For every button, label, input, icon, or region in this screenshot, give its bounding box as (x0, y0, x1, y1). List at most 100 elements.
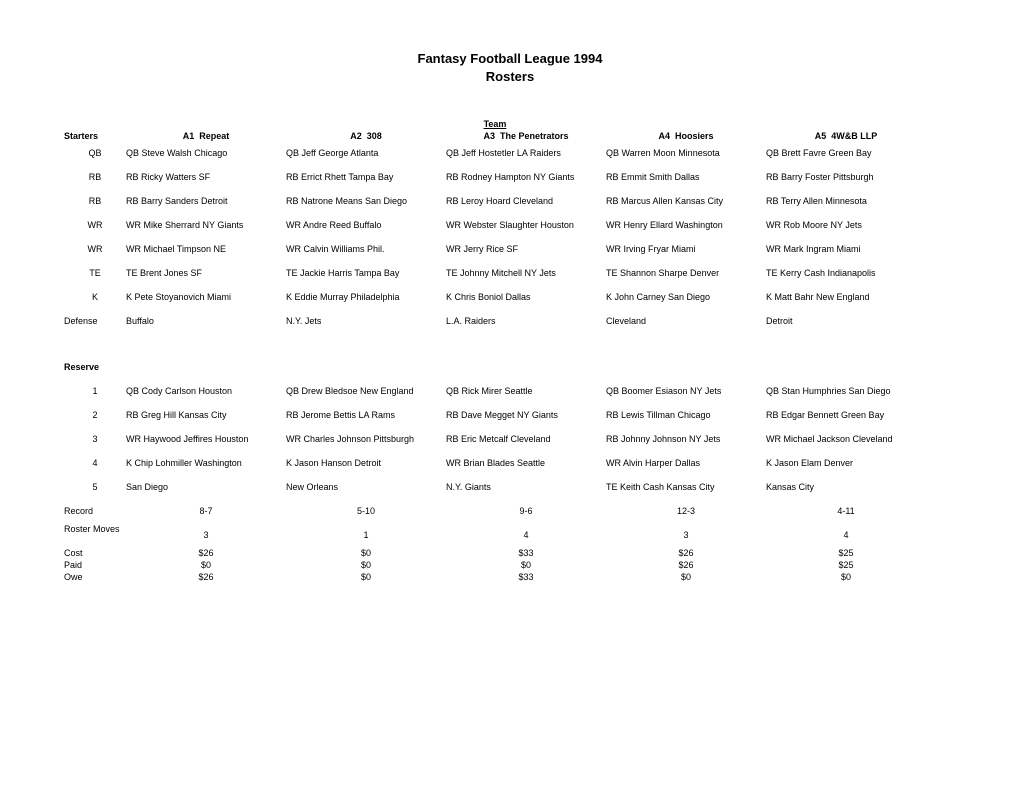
team-header-4: A4 Hoosiers (606, 131, 766, 141)
money-cell: $0 (606, 571, 766, 583)
summary-cell: 8-7 (126, 499, 286, 523)
reserve-position: 3 (64, 427, 126, 451)
title-line-2: Rosters (64, 68, 956, 86)
starter-cell: QB Steve Walsh Chicago (126, 141, 286, 165)
money-cell: $26 (606, 547, 766, 559)
starter-cell: RB Natrone Means San Diego (286, 189, 446, 213)
money-cell: $26 (126, 547, 286, 559)
summary-label: Record (64, 499, 126, 523)
starters-label: Starters (64, 131, 126, 141)
money-cell: $26 (126, 571, 286, 583)
reserve-cell: WR Michael Jackson Cleveland (766, 427, 926, 451)
starter-cell: K John Carney San Diego (606, 285, 766, 309)
starter-cell: RB Leroy Hoard Cleveland (446, 189, 606, 213)
summary-cell: 4 (446, 523, 606, 547)
reserve-cell: RB Dave Megget NY Giants (446, 403, 606, 427)
starter-cell: WR Mike Sherrard NY Giants (126, 213, 286, 237)
starter-cell: K Matt Bahr New England (766, 285, 926, 309)
starter-cell: Buffalo (126, 309, 286, 333)
starter-cell: RB Barry Foster Pittsburgh (766, 165, 926, 189)
starter-cell: WR Irving Fryar Miami (606, 237, 766, 261)
reserve-cell: N.Y. Giants (446, 475, 606, 499)
starter-cell: WR Mark Ingram Miami (766, 237, 926, 261)
starter-cell: L.A. Raiders (446, 309, 606, 333)
starter-position: Defense (64, 309, 126, 333)
money-label: Owe (64, 571, 126, 583)
spacer-1 (64, 333, 926, 355)
starter-cell: TE Brent Jones SF (126, 261, 286, 285)
money-cell: $25 (766, 559, 926, 571)
summary-cell: 5-10 (286, 499, 446, 523)
reserve-cell: QB Drew Bledsoe New England (286, 379, 446, 403)
reserve-label: Reserve (64, 355, 126, 379)
reserve-cell: RB Greg Hill Kansas City (126, 403, 286, 427)
team-header-2: A2 308 (286, 131, 446, 141)
reserve-cell: New Orleans (286, 475, 446, 499)
document-page: Fantasy Football League 1994 Rosters Tea… (0, 0, 1020, 613)
team-header-5: A5 4W&B LLP (766, 131, 926, 141)
reserve-position: 4 (64, 451, 126, 475)
reserve-cell: RB Lewis Tillman Chicago (606, 403, 766, 427)
starter-cell: TE Johnny Mitchell NY Jets (446, 261, 606, 285)
starter-cell: QB Jeff George Atlanta (286, 141, 446, 165)
starter-position: RB (64, 165, 126, 189)
starter-position: QB (64, 141, 126, 165)
starter-cell: N.Y. Jets (286, 309, 446, 333)
starter-cell: RB Rodney Hampton NY Giants (446, 165, 606, 189)
title-line-1: Fantasy Football League 1994 (64, 50, 956, 68)
team-header-3: A3 The Penetrators (446, 131, 606, 141)
starter-cell: QB Jeff Hostetler LA Raiders (446, 141, 606, 165)
team-header: Team (64, 119, 926, 131)
summary-cell: 3 (126, 523, 286, 547)
starter-cell: QB Brett Favre Green Bay (766, 141, 926, 165)
reserve-cell: San Diego (126, 475, 286, 499)
reserve-cell: K Jason Elam Denver (766, 451, 926, 475)
starter-cell: WR Webster Slaughter Houston (446, 213, 606, 237)
starter-cell: K Chris Boniol Dallas (446, 285, 606, 309)
starter-cell: K Pete Stoyanovich Miami (126, 285, 286, 309)
summary-cell: 3 (606, 523, 766, 547)
starter-cell: QB Warren Moon Minnesota (606, 141, 766, 165)
starter-cell: TE Kerry Cash Indianapolis (766, 261, 926, 285)
reserve-cell: Kansas City (766, 475, 926, 499)
reserve-cell: RB Jerome Bettis LA Rams (286, 403, 446, 427)
starter-cell: WR Rob Moore NY Jets (766, 213, 926, 237)
summary-cell: 4-11 (766, 499, 926, 523)
reserve-cell: WR Alvin Harper Dallas (606, 451, 766, 475)
reserve-cell: QB Rick Mirer Seattle (446, 379, 606, 403)
reserve-position: 2 (64, 403, 126, 427)
starter-position: TE (64, 261, 126, 285)
starter-cell: RB Ricky Watters SF (126, 165, 286, 189)
starter-cell: WR Michael Timpson NE (126, 237, 286, 261)
reserve-cell: QB Cody Carlson Houston (126, 379, 286, 403)
reserve-cell: QB Boomer Esiason NY Jets (606, 379, 766, 403)
starter-cell: Cleveland (606, 309, 766, 333)
summary-cell: 12-3 (606, 499, 766, 523)
reserve-cell: RB Eric Metcalf Cleveland (446, 427, 606, 451)
reserve-cell: QB Stan Humphries San Diego (766, 379, 926, 403)
money-cell: $0 (766, 571, 926, 583)
reserve-cell: K Jason Hanson Detroit (286, 451, 446, 475)
team-header-1: A1 Repeat (126, 131, 286, 141)
starter-position: K (64, 285, 126, 309)
starter-position: WR (64, 237, 126, 261)
starter-cell: RB Barry Sanders Detroit (126, 189, 286, 213)
money-cell: $33 (446, 547, 606, 559)
money-cell: $0 (286, 559, 446, 571)
summary-cell: 1 (286, 523, 446, 547)
starter-cell: Detroit (766, 309, 926, 333)
starter-cell: K Eddie Murray Philadelphia (286, 285, 446, 309)
money-cell: $33 (446, 571, 606, 583)
starter-cell: RB Emmit Smith Dallas (606, 165, 766, 189)
reserve-cell: RB Johnny Johnson NY Jets (606, 427, 766, 451)
reserve-cell: WR Haywood Jeffires Houston (126, 427, 286, 451)
starter-cell: RB Errict Rhett Tampa Bay (286, 165, 446, 189)
roster-grid: Team Starters A1 Repeat A2 308 A3 The Pe… (64, 119, 956, 583)
starter-position: WR (64, 213, 126, 237)
reserve-cell: K Chip Lohmiller Washington (126, 451, 286, 475)
reserve-cell: TE Keith Cash Kansas City (606, 475, 766, 499)
summary-cell: 4 (766, 523, 926, 547)
summary-cell: 9-6 (446, 499, 606, 523)
starter-cell: TE Jackie Harris Tampa Bay (286, 261, 446, 285)
starter-cell: RB Marcus Allen Kansas City (606, 189, 766, 213)
